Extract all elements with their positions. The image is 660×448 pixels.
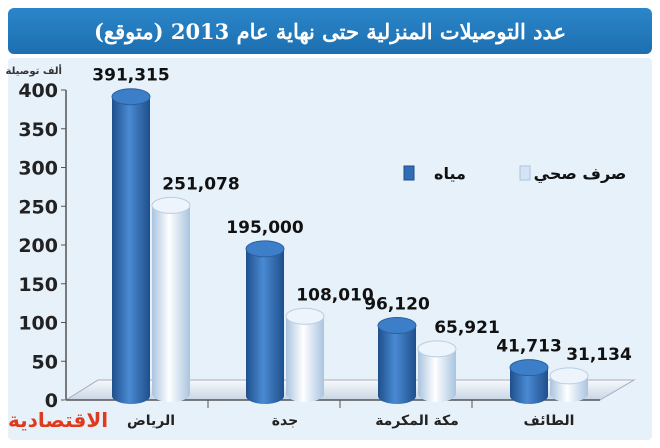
legend-label-sewage: صرف صحي [534, 164, 627, 184]
bar-top-sewage [285, 307, 325, 325]
bar-top-sewage [549, 367, 589, 385]
bar-sewage [286, 316, 324, 402]
data-label: 41,713 [496, 337, 562, 357]
data-label: 391,315 [92, 66, 169, 86]
bar-sewage [418, 348, 456, 402]
y-tick-label: 400 [18, 80, 58, 102]
bar-water [112, 96, 150, 405]
y-tick-label: 0 [45, 390, 58, 412]
y-axis-label: ألف توصيلة [6, 64, 63, 77]
chart-title: عدد التوصيلات المنزلية حتى نهاية عام 201… [93, 18, 567, 44]
y-tick-label: 200 [18, 235, 58, 257]
data-label: 31,134 [566, 345, 632, 365]
bar-top-water [509, 359, 549, 377]
legend-label-water: مياه [434, 164, 466, 183]
data-label: 251,078 [162, 174, 239, 194]
bar-top-water [377, 317, 417, 335]
data-label: 96,120 [364, 295, 430, 315]
bar-water [378, 325, 416, 404]
bar-top-sewage [417, 340, 457, 358]
bar-top-water [245, 240, 285, 258]
y-tick-label: 50 [32, 351, 58, 373]
y-tick-label: 150 [18, 274, 58, 296]
bar-sewage [152, 205, 190, 402]
legend-swatch-sewage [519, 165, 531, 181]
y-tick-label: 300 [18, 158, 58, 180]
title-bar: عدد التوصيلات المنزلية حتى نهاية عام 201… [8, 8, 652, 54]
legend-swatch-water [403, 165, 415, 181]
x-tick-label: الطائف [524, 413, 575, 429]
data-label: 65,921 [434, 318, 500, 338]
x-tick-label: الرياض [127, 413, 175, 429]
y-tick-label: 250 [18, 196, 58, 218]
bar-water [510, 367, 548, 404]
y-tick-label: 350 [18, 119, 58, 141]
data-label: 195,000 [226, 218, 304, 238]
data-label: 108,010 [296, 285, 374, 305]
x-tick-label: جدة [272, 413, 298, 429]
bar-water [246, 248, 284, 404]
x-tick-label: مكة المكرمة [375, 413, 459, 429]
y-tick-label: 100 [18, 313, 58, 335]
chart-floor [64, 379, 636, 401]
brand-logo: الاقتصادية [8, 408, 109, 432]
bar-top-sewage [151, 196, 191, 214]
bar-top-water [111, 88, 151, 106]
